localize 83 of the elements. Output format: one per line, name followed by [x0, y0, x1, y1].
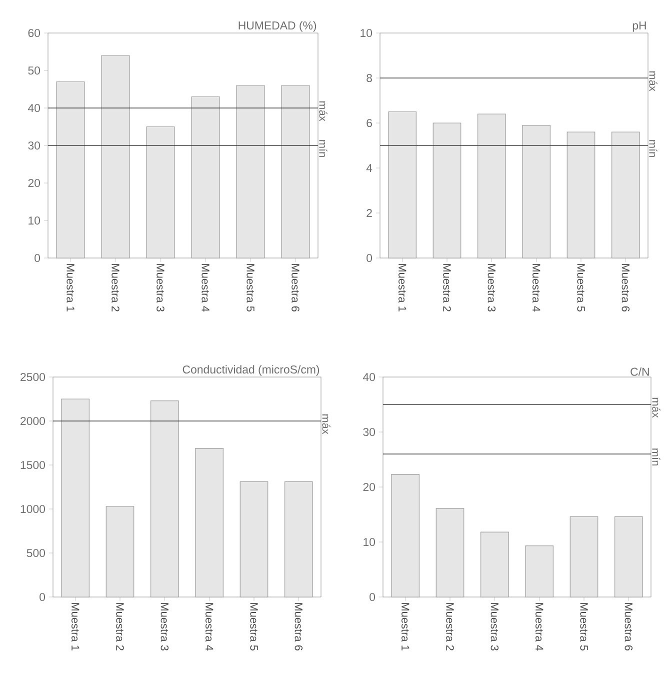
y-tick-label: 60 — [28, 28, 40, 38]
bar — [236, 85, 265, 258]
ref-line-label: mín — [652, 448, 660, 466]
ref-line-label: mín — [649, 140, 658, 157]
chart-title: pH — [632, 22, 646, 32]
x-tick-label: Muestra 4 — [202, 264, 210, 312]
bar — [388, 111, 416, 258]
y-tick-label: 1500 — [20, 460, 46, 470]
ref-line-label: máx — [322, 414, 330, 434]
bar — [525, 546, 554, 598]
x-tick-label: Muestra 5 — [580, 603, 588, 650]
x-tick-label: Muestra 1 — [402, 603, 410, 650]
y-tick-label: 500 — [26, 548, 46, 558]
y-tick-label: 0 — [34, 254, 40, 262]
bar — [436, 508, 464, 598]
x-tick-label: Muestra 2 — [446, 603, 454, 650]
bar — [614, 516, 643, 598]
x-tick-label: Muestra 3 — [156, 264, 164, 312]
bar — [566, 132, 596, 258]
y-tick-label: 10 — [364, 538, 376, 546]
bar — [240, 481, 268, 598]
x-tick-label: Muestra 3 — [490, 603, 499, 650]
bar — [522, 124, 550, 258]
bar — [61, 398, 90, 598]
bar — [432, 122, 462, 258]
x-tick-label: Muestra 5 — [577, 264, 585, 312]
bar — [195, 448, 224, 598]
bar — [106, 506, 134, 598]
x-tick-label: Muestra 6 — [624, 603, 633, 650]
x-tick-label: Muestra 3 — [160, 603, 169, 650]
chart-title: C/N — [630, 367, 649, 376]
y-tick-label: 30 — [363, 428, 376, 436]
x-tick-label: Muestra 4 — [206, 603, 214, 651]
x-tick-label: Muestra 5 — [250, 603, 258, 650]
y-tick-label: 2000 — [20, 416, 46, 426]
x-tick-label: Muestra 1 — [398, 264, 406, 312]
x-tick-label: Muestra 6 — [292, 264, 300, 312]
ref-line-label: máx — [652, 398, 660, 418]
y-tick-label: 10 — [360, 28, 372, 38]
chart-title: HUMEDAD (%) — [238, 21, 316, 32]
bar — [191, 96, 220, 258]
y-tick-label: 0 — [366, 254, 372, 262]
y-tick-label: 20 — [28, 178, 40, 188]
ref-line-label: máx — [649, 71, 658, 92]
bar — [570, 516, 598, 598]
bar — [391, 474, 420, 598]
y-tick-label: 6 — [366, 118, 372, 128]
bar — [480, 532, 509, 598]
bar — [56, 81, 85, 258]
y-tick-label: 2500 — [20, 372, 46, 382]
x-tick-label: Muestra 1 — [72, 603, 80, 650]
bar — [281, 85, 310, 258]
chart-title: Conductividad (microS/cm) — [182, 365, 320, 376]
x-tick-label: Muestra 1 — [66, 264, 74, 312]
bar — [478, 114, 506, 258]
y-tick-label: 10 — [28, 216, 40, 225]
x-tick-label: Muestra 6 — [622, 264, 630, 312]
x-tick-label: Muestra 3 — [488, 264, 496, 312]
bar — [612, 132, 640, 258]
x-tick-label: Muestra 4 — [536, 603, 544, 651]
y-tick-label: 4 — [366, 164, 372, 172]
y-tick-label: 40 — [28, 104, 40, 112]
x-tick-label: Muestra 5 — [246, 264, 254, 312]
bar — [150, 400, 179, 598]
ref-line-label: máx — [319, 101, 328, 122]
y-tick-label: 8 — [366, 74, 372, 82]
y-tick-label: 20 — [363, 482, 376, 492]
x-tick-label: Muestra 2 — [443, 264, 451, 312]
y-tick-label: 2 — [366, 209, 372, 218]
y-tick-label: 30 — [28, 141, 40, 150]
bar — [284, 481, 313, 598]
bar — [146, 126, 175, 258]
y-tick-label: 0 — [40, 592, 46, 602]
y-tick-label: 1000 — [20, 504, 46, 514]
ref-line-label: mín — [319, 140, 328, 157]
x-tick-label: Muestra 4 — [532, 264, 540, 312]
y-tick-label: 50 — [28, 66, 40, 75]
x-tick-label: Muestra 2 — [112, 264, 120, 312]
x-tick-label: Muestra 6 — [294, 603, 303, 650]
x-tick-label: Muestra 2 — [116, 603, 124, 650]
bar — [101, 55, 130, 258]
y-tick-label: 0 — [370, 592, 376, 602]
y-tick-label: 40 — [363, 372, 376, 382]
